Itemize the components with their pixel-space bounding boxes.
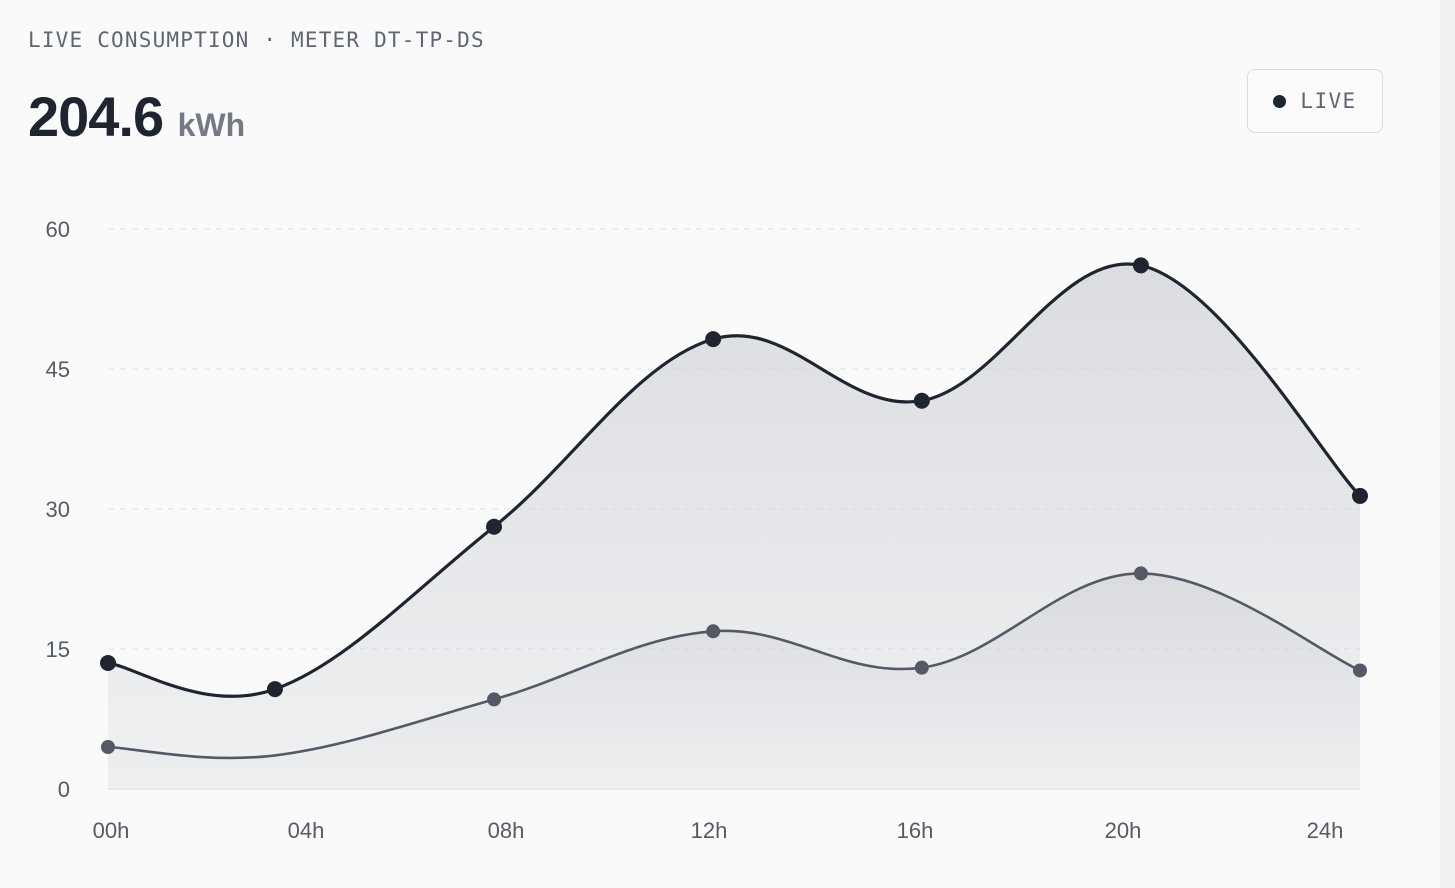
y-tick-label: 15 bbox=[46, 637, 70, 662]
live-dot-icon bbox=[1273, 94, 1287, 108]
chart-area-layer bbox=[108, 263, 1360, 789]
secondary-data-point[interactable] bbox=[914, 660, 929, 675]
secondary-area-fill bbox=[108, 573, 1360, 789]
y-tick-label: 45 bbox=[46, 357, 70, 382]
y-tick-label: 30 bbox=[46, 497, 70, 522]
meter-kicker: LIVE CONSUMPTION · METER DT-TP-DS bbox=[28, 28, 485, 52]
y-tick-label: 0 bbox=[58, 777, 70, 802]
live-label: LIVE bbox=[1300, 89, 1357, 113]
primary-data-point[interactable] bbox=[486, 518, 503, 535]
secondary-data-point[interactable] bbox=[1353, 663, 1367, 678]
x-tick-label: 08h bbox=[488, 818, 525, 843]
primary-data-point[interactable] bbox=[100, 655, 116, 671]
x-tick-label: 04h bbox=[288, 818, 325, 843]
x-tick-label: 12h bbox=[691, 818, 728, 843]
total-consumption: 204.6 kWh bbox=[28, 84, 245, 149]
secondary-data-point[interactable] bbox=[487, 692, 502, 707]
primary-data-point[interactable] bbox=[1352, 487, 1368, 504]
secondary-data-point[interactable] bbox=[706, 624, 721, 639]
x-tick-label: 24h bbox=[1307, 818, 1344, 843]
y-tick-label: 60 bbox=[46, 217, 70, 242]
secondary-data-point[interactable] bbox=[1133, 566, 1148, 581]
window-right-edge bbox=[1440, 0, 1455, 888]
secondary-data-point[interactable] bbox=[101, 740, 115, 754]
total-unit: kWh bbox=[177, 107, 246, 143]
live-status-badge[interactable]: LIVE bbox=[1247, 69, 1383, 133]
total-value: 204.6 bbox=[28, 85, 164, 148]
x-tick-label: 00h bbox=[93, 818, 130, 843]
primary-data-point[interactable] bbox=[1132, 257, 1149, 274]
x-tick-label: 20h bbox=[1105, 818, 1142, 843]
chart-point-layer bbox=[100, 257, 1368, 754]
x-tick-label: 16h bbox=[897, 818, 934, 843]
chart-axis-labels: 0 15 30 45 60 00h 04h 08h 12h 16h 20h 24h bbox=[46, 217, 1344, 843]
primary-data-point[interactable] bbox=[705, 331, 722, 348]
primary-series-line bbox=[106, 262, 1362, 698]
primary-data-point[interactable] bbox=[913, 392, 930, 409]
primary-data-point[interactable] bbox=[266, 681, 283, 698]
